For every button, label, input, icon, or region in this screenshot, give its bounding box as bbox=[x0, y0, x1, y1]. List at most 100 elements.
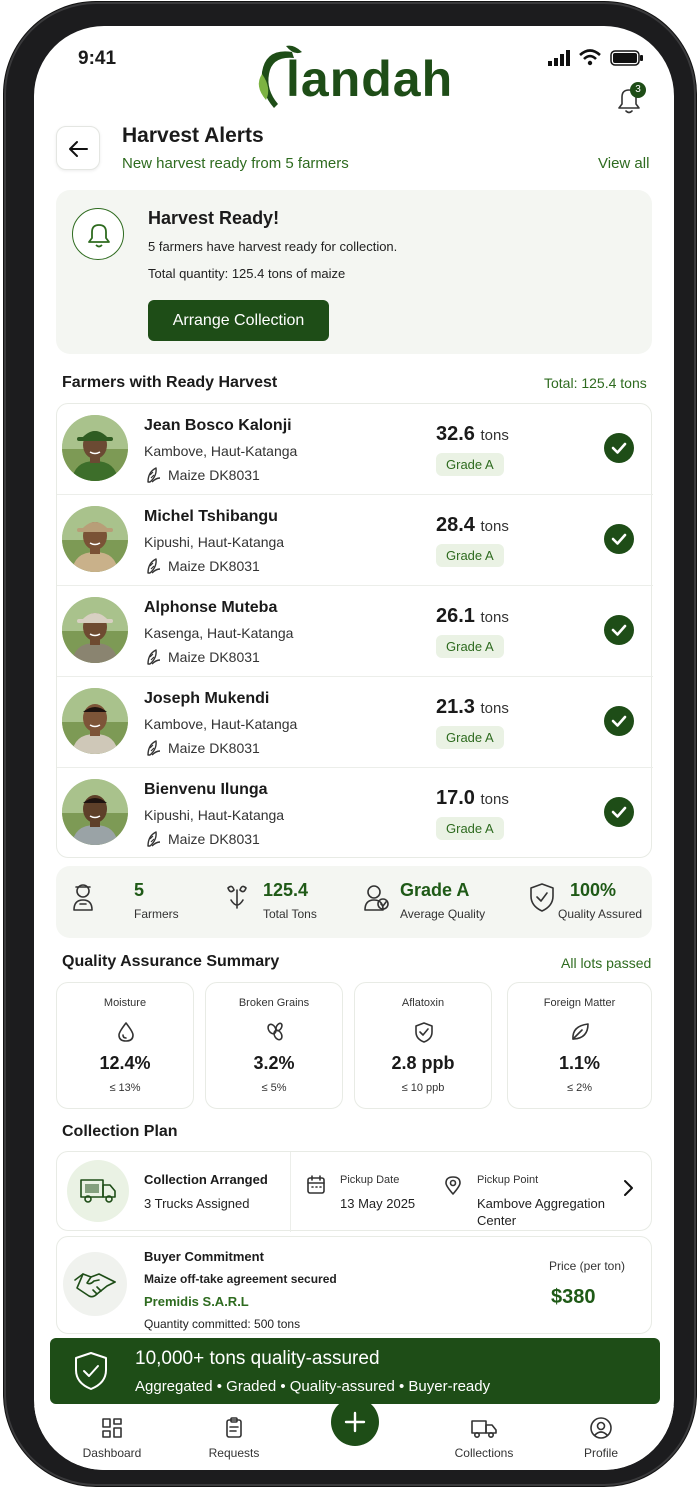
alert-title: Harvest Ready! bbox=[148, 208, 280, 228]
farmer-avatar bbox=[62, 597, 128, 663]
nav-label: Collections bbox=[454, 1446, 514, 1460]
row-divider bbox=[57, 494, 653, 495]
farmer-name: Michel Tshibangu bbox=[144, 508, 278, 525]
qa-value: 12.4% bbox=[99, 1053, 151, 1073]
buyer-name: Premidis S.A.R.L bbox=[144, 1294, 249, 1309]
arrange-collection-button[interactable]: Arrange Collection bbox=[148, 300, 329, 341]
check-icon bbox=[604, 797, 634, 827]
farmer-avatar bbox=[62, 779, 128, 845]
notification-badge: 3 bbox=[630, 82, 646, 98]
grade-badge: Grade A bbox=[436, 453, 504, 476]
quantity-unit: tons bbox=[480, 791, 509, 808]
qa-value: 2.8 ppb bbox=[391, 1053, 455, 1073]
farmer-location: Kasenga, Haut-Katanga bbox=[144, 625, 294, 641]
wifi-icon bbox=[578, 48, 602, 71]
maize-icon bbox=[144, 466, 162, 489]
quality-badge-icon bbox=[361, 880, 391, 919]
alert-line-1: 5 farmers have harvest ready for collect… bbox=[148, 239, 398, 254]
farmer-name: Alphonse Muteba bbox=[144, 599, 278, 616]
signal-icon bbox=[548, 50, 572, 71]
farmer-icon bbox=[68, 880, 98, 919]
buyer-quantity: Quantity committed: 500 tons bbox=[144, 1317, 301, 1331]
brand-logo-icon bbox=[252, 44, 304, 121]
grains-icon bbox=[263, 1020, 287, 1049]
pickup-date: 13 May 2025 bbox=[340, 1196, 416, 1211]
buyer-commitment-card: Buyer Commitment Maize off-take agreemen… bbox=[56, 1236, 652, 1334]
bell-icon bbox=[72, 208, 124, 260]
maize-icon bbox=[144, 830, 162, 853]
row-divider bbox=[57, 585, 653, 586]
farmer-row[interactable]: Michel Tshibangu Kipushi, Haut-Katanga M… bbox=[57, 495, 653, 586]
location-pin-icon bbox=[442, 1174, 464, 1201]
back-button[interactable] bbox=[56, 126, 100, 170]
check-icon bbox=[604, 524, 634, 554]
farmer-name: Bienvenu Ilunga bbox=[144, 781, 268, 798]
profile-icon bbox=[590, 1417, 612, 1439]
pickup-point-line-2: Center bbox=[477, 1213, 517, 1228]
collection-card[interactable]: Collection Arranged 3 Trucks Assigned Pi… bbox=[56, 1151, 652, 1232]
maize-icon bbox=[144, 557, 162, 580]
page-subtitle: New harvest ready from 5 farmers bbox=[122, 155, 349, 172]
quantity-value: 21.3 bbox=[436, 696, 475, 718]
nav-dashboard[interactable]: Dashboard bbox=[72, 1406, 152, 1466]
farmer-name: Jean Bosco Kalonji bbox=[144, 417, 292, 434]
qa-card-aflatoxin: Aflatoxin 2.8 ppb ≤ 10 ppb bbox=[354, 982, 492, 1109]
farmer-row[interactable]: Joseph Mukendi Kambove, Haut-Katanga Mai… bbox=[57, 677, 653, 768]
farmer-variety: Maize DK8031 bbox=[168, 467, 260, 483]
divider bbox=[290, 1152, 291, 1232]
view-all-link[interactable]: View all bbox=[598, 155, 650, 172]
pickup-date-label: Pickup Date bbox=[340, 1174, 400, 1186]
chevron-right-icon[interactable] bbox=[621, 1178, 635, 1203]
scale-icon bbox=[222, 880, 252, 919]
nav-label: Requests bbox=[208, 1446, 260, 1460]
stat-assured-label: Quality Assured bbox=[558, 907, 643, 921]
qa-limit: ≤ 5% bbox=[261, 1082, 287, 1094]
add-button[interactable] bbox=[331, 1398, 379, 1446]
buyer-agreement: Maize off-take agreement secured bbox=[144, 1272, 337, 1286]
app-screen: 9:41 landah 3 Harvest Alerts New harvest… bbox=[34, 26, 674, 1470]
quantity-value: 26.1 bbox=[436, 605, 475, 627]
check-icon bbox=[604, 433, 634, 463]
nav-requests[interactable]: Requests bbox=[194, 1406, 274, 1466]
stat-tons-label: Total Tons bbox=[263, 907, 317, 921]
farmer-row[interactable]: Bienvenu Ilunga Kipushi, Haut-Katanga Ma… bbox=[57, 768, 653, 859]
trucks-assigned: 3 Trucks Assigned bbox=[144, 1196, 250, 1211]
row-divider bbox=[57, 676, 653, 677]
calendar-icon bbox=[305, 1174, 327, 1201]
collection-arranged-title: Collection Arranged bbox=[144, 1172, 268, 1187]
qa-value: 3.2% bbox=[253, 1053, 295, 1073]
farmer-variety: Maize DK8031 bbox=[168, 649, 260, 665]
nav-collections[interactable]: Collections bbox=[444, 1406, 524, 1466]
qa-title: Broken Grains bbox=[238, 997, 310, 1009]
qa-section-title: Quality Assurance Summary bbox=[62, 953, 280, 970]
farmers-section-title: Farmers with Ready Harvest bbox=[62, 374, 278, 391]
notifications-button[interactable]: 3 bbox=[614, 82, 646, 121]
pickup-point-line-1: Kambove Aggregation bbox=[477, 1196, 605, 1211]
check-icon bbox=[604, 615, 634, 645]
quantity-value: 17.0 bbox=[436, 787, 475, 809]
truck-icon bbox=[471, 1420, 497, 1438]
stat-farmers-value: 5 bbox=[134, 880, 145, 900]
stat-tons-value: 125.4 bbox=[263, 880, 309, 900]
pickup-point-label: Pickup Point bbox=[477, 1174, 539, 1186]
arrow-left-icon bbox=[69, 141, 88, 157]
farmer-quantity: 17.0 tons bbox=[436, 787, 509, 810]
brand-logo-text: landah bbox=[286, 51, 454, 107]
farmer-row[interactable]: Alphonse Muteba Kasenga, Haut-Katanga Ma… bbox=[57, 586, 653, 677]
farmer-row[interactable]: Jean Bosco Kalonji Kambove, Haut-Katanga… bbox=[57, 404, 653, 495]
nav-profile[interactable]: Profile bbox=[561, 1406, 641, 1466]
qa-limit: ≤ 2% bbox=[567, 1082, 592, 1094]
plus-icon bbox=[344, 1411, 366, 1433]
farmer-location: Kambove, Haut-Katanga bbox=[144, 443, 298, 459]
stat-farmers-label: Farmers bbox=[134, 907, 179, 921]
check-icon bbox=[604, 706, 634, 736]
farmers-list: Jean Bosco Kalonji Kambove, Haut-Katanga… bbox=[56, 403, 653, 859]
price-label: Price (per ton) bbox=[549, 1259, 626, 1273]
qa-title: Aflatoxin bbox=[401, 997, 445, 1009]
stat-quality-label: Average Quality bbox=[400, 907, 486, 921]
qa-limit: ≤ 10 ppb bbox=[401, 1082, 445, 1094]
quantity-unit: tons bbox=[480, 427, 509, 444]
collection-section-title: Collection Plan bbox=[62, 1123, 178, 1140]
farmer-variety: Maize DK8031 bbox=[168, 558, 260, 574]
banner-title: 10,000+ tons quality-assured bbox=[135, 1348, 380, 1369]
